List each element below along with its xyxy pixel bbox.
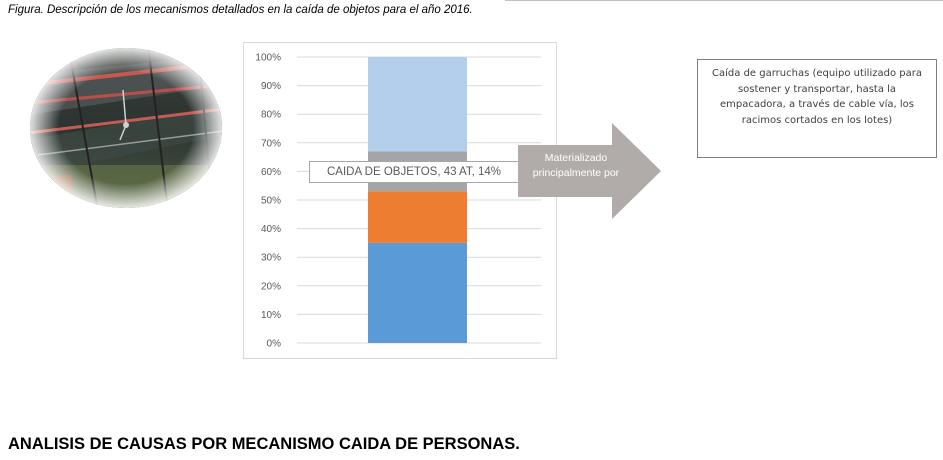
y-tick-label: 30% <box>261 253 281 264</box>
y-tick-label: 100% <box>255 53 281 64</box>
y-tick-label: 80% <box>261 110 281 121</box>
y-tick-label: 60% <box>261 167 281 178</box>
section-heading: ANALISIS DE CAUSAS POR MECANISMO CAIDA D… <box>8 435 520 453</box>
figure-caption: Figura. Descripción de los mecanismos de… <box>8 4 473 16</box>
bar-segment-4 <box>368 57 467 152</box>
arrow-label: Materializado principalmente por <box>532 152 620 179</box>
y-tick-label: 10% <box>261 310 281 321</box>
y-tick-label: 20% <box>261 281 281 292</box>
right-arrow-icon <box>518 123 661 219</box>
data-label-callout: CAIDA DE OBJETOS, 43 AT, 14% <box>309 161 519 183</box>
y-tick-label: 70% <box>261 138 281 149</box>
description-box: Caída de garruchas (equipo utilizado par… <box>697 59 937 158</box>
y-tick-label: 50% <box>261 196 281 207</box>
y-tick-label: 0% <box>267 339 282 350</box>
y-tick-label: 90% <box>261 81 281 92</box>
stacked-bar-chart: 0% 10% 20% 30% 40% 50% 60% 70% 80% 90% 100% <box>255 53 541 350</box>
cable-pulley-photo <box>30 48 222 208</box>
bar-segment-1 <box>368 242 467 343</box>
top-rule <box>505 0 943 1</box>
bar-segment-2 <box>368 191 467 243</box>
y-tick-label: 40% <box>261 224 281 235</box>
